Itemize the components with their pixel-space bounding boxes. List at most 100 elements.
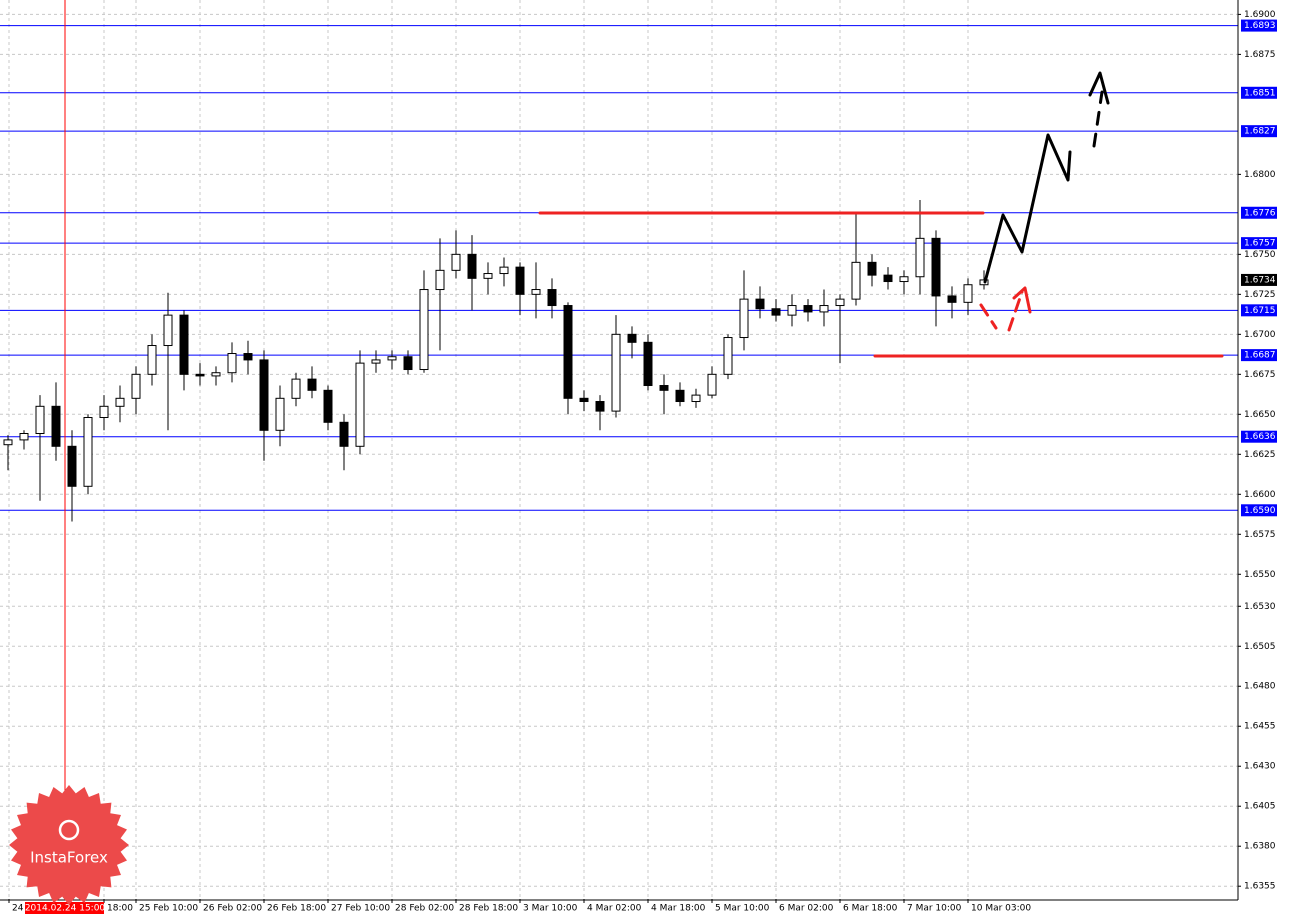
- candle-body: [739, 298, 749, 339]
- watermark: InstaForex: [9, 785, 129, 905]
- candle-body: [243, 353, 253, 361]
- candle-body: [83, 417, 93, 487]
- level-label-box: [1241, 349, 1277, 362]
- level-label: 1.6590: [1244, 506, 1276, 516]
- candle-body: [787, 305, 797, 316]
- y-tick-label: 1.6550: [1244, 570, 1276, 580]
- x-tick-label: 4 Mar 18:00: [651, 904, 706, 914]
- candle-body: [643, 341, 653, 387]
- x-tick-label: 18:00: [107, 904, 133, 914]
- candle-body: [723, 337, 733, 375]
- level-label-box: [1241, 125, 1277, 138]
- candle-body: [803, 305, 813, 313]
- candle-body: [275, 397, 285, 431]
- candle-body: [403, 356, 413, 371]
- forecast-path: [983, 133, 1072, 284]
- candle-body: [323, 389, 333, 423]
- candle-body: [435, 269, 445, 291]
- y-tick-label: 1.6405: [1244, 802, 1276, 812]
- candle-body: [963, 284, 973, 303]
- candle-body: [467, 253, 477, 279]
- candle-body: [867, 261, 877, 276]
- y-tick-label: 1.6675: [1244, 370, 1276, 380]
- candle-body: [883, 274, 893, 283]
- level-label: 1.6851: [1244, 88, 1276, 98]
- crosshair-label: 2014.02.24 15:00: [25, 904, 106, 914]
- candle-body: [179, 314, 189, 375]
- logo-badge: [9, 785, 129, 905]
- candle-body: [755, 298, 765, 310]
- y-tick-label: 1.6575: [1244, 530, 1276, 540]
- level-label: 1.6776: [1244, 208, 1276, 218]
- logo-text: InstaForex: [30, 849, 108, 867]
- candle-body: [611, 333, 621, 412]
- y-tick-label: 1.6725: [1244, 290, 1276, 300]
- x-tick-label: 7 Mar 10:00: [907, 904, 962, 914]
- candle-body: [19, 433, 29, 441]
- candle-body: [915, 237, 925, 278]
- y-tick-label: 1.6600: [1244, 490, 1276, 500]
- drawings: [538, 71, 1224, 358]
- candle-body: [659, 385, 669, 391]
- level-label: 1.6687: [1244, 351, 1276, 361]
- candle-body: [931, 237, 941, 297]
- candle-body: [355, 362, 365, 447]
- y-tick-label: 1.6875: [1244, 50, 1276, 60]
- candle-body: [291, 378, 301, 399]
- candle-body: [419, 289, 429, 371]
- alt-path: [979, 303, 998, 330]
- candle-body: [947, 295, 957, 303]
- candle-body: [579, 397, 589, 403]
- candle-body: [67, 445, 77, 487]
- candle-body: [819, 305, 829, 313]
- y-tick-label: 1.6455: [1244, 722, 1276, 732]
- level-label-box: [1241, 86, 1277, 99]
- candle-body: [675, 389, 685, 403]
- candle-body: [707, 373, 717, 396]
- x-tick-label: 3 Mar 10:00: [523, 904, 578, 914]
- y-tick-label: 1.6625: [1244, 450, 1276, 460]
- y-tick-label: 1.6800: [1244, 170, 1276, 180]
- axes: 1.6900 1.6875 1.6800 1.6750 1.6725 1.6700 1.66…: [8, 10, 1277, 914]
- level-label-box: [1241, 237, 1277, 250]
- level-label-box: [1241, 430, 1277, 443]
- x-tick-label: 28 Feb 18:00: [459, 904, 518, 914]
- level-label: 1.6715: [1244, 306, 1276, 316]
- level-label: 1.6757: [1244, 239, 1276, 249]
- candle-body: [899, 276, 909, 283]
- candle-body: [259, 359, 269, 431]
- candle-body: [339, 421, 349, 447]
- alt-arrowhead: [1012, 286, 1032, 314]
- y-tick-label: 1.6650: [1244, 410, 1276, 420]
- y-tick-label: 1.6700: [1244, 330, 1276, 340]
- candle-body: [627, 333, 637, 343]
- y-tick-label: 1.6750: [1244, 250, 1276, 260]
- x-tick-label: 6 Mar 18:00: [843, 904, 898, 914]
- x-tick-label: 25 Feb 10:00: [139, 904, 198, 914]
- x-tick-label: 6 Mar 02:00: [779, 904, 834, 914]
- candle-body: [563, 305, 573, 399]
- forecast-dashed: [1092, 90, 1104, 148]
- candle-body: [115, 397, 125, 407]
- alt-path: [1007, 290, 1024, 332]
- candle-body: [51, 405, 61, 447]
- x-tick-label: 10 Mar 03:00: [971, 904, 1031, 914]
- x-tick-label: 24: [12, 904, 24, 914]
- x-tick-label: 4 Mar 02:00: [587, 904, 642, 914]
- grid: [0, 0, 1238, 899]
- plot: [0, 0, 1238, 899]
- y-tick-label: 1.6900: [1244, 10, 1276, 20]
- level-label: 1.6893: [1244, 21, 1276, 31]
- y-tick-label: 1.6355: [1244, 882, 1276, 892]
- level-label-box: [1241, 504, 1277, 517]
- level-label-box: [1241, 304, 1277, 317]
- level-label-box: [1241, 19, 1277, 32]
- y-tick-label: 1.6480: [1244, 682, 1276, 692]
- x-tick-label: 5 Mar 10:00: [715, 904, 770, 914]
- last-price-label: 1.6734: [1244, 275, 1276, 285]
- candle-body: [35, 405, 45, 435]
- level-label-box: [1241, 206, 1277, 219]
- candle-body: [131, 373, 141, 399]
- candle-body: [195, 373, 205, 377]
